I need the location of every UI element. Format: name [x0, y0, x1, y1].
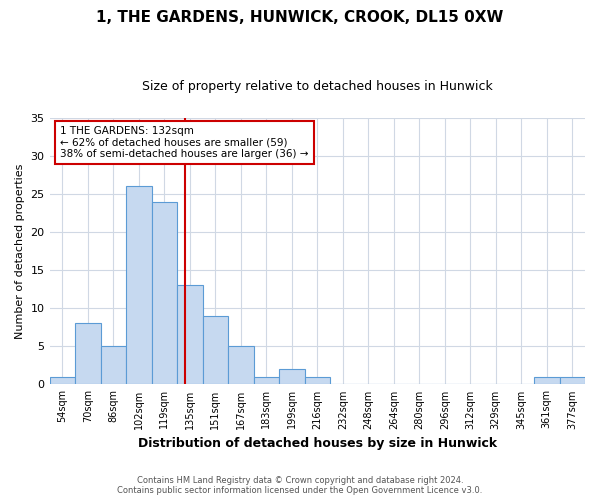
Bar [254, 377, 279, 384]
Bar [50, 377, 75, 384]
Bar [101, 346, 126, 385]
Text: 1, THE GARDENS, HUNWICK, CROOK, DL15 0XW: 1, THE GARDENS, HUNWICK, CROOK, DL15 0XW [97, 10, 503, 25]
Bar [75, 324, 101, 384]
Bar [305, 377, 330, 384]
Bar [126, 186, 152, 384]
Bar [534, 377, 560, 384]
Text: 1 THE GARDENS: 132sqm
← 62% of detached houses are smaller (59)
38% of semi-deta: 1 THE GARDENS: 132sqm ← 62% of detached … [60, 126, 309, 159]
Bar [152, 202, 177, 384]
Bar [279, 369, 305, 384]
Title: Size of property relative to detached houses in Hunwick: Size of property relative to detached ho… [142, 80, 493, 93]
Bar [560, 377, 585, 384]
Y-axis label: Number of detached properties: Number of detached properties [15, 164, 25, 339]
Bar [177, 286, 203, 384]
Text: Contains HM Land Registry data © Crown copyright and database right 2024.
Contai: Contains HM Land Registry data © Crown c… [118, 476, 482, 495]
Bar [228, 346, 254, 385]
Bar [203, 316, 228, 384]
X-axis label: Distribution of detached houses by size in Hunwick: Distribution of detached houses by size … [138, 437, 497, 450]
